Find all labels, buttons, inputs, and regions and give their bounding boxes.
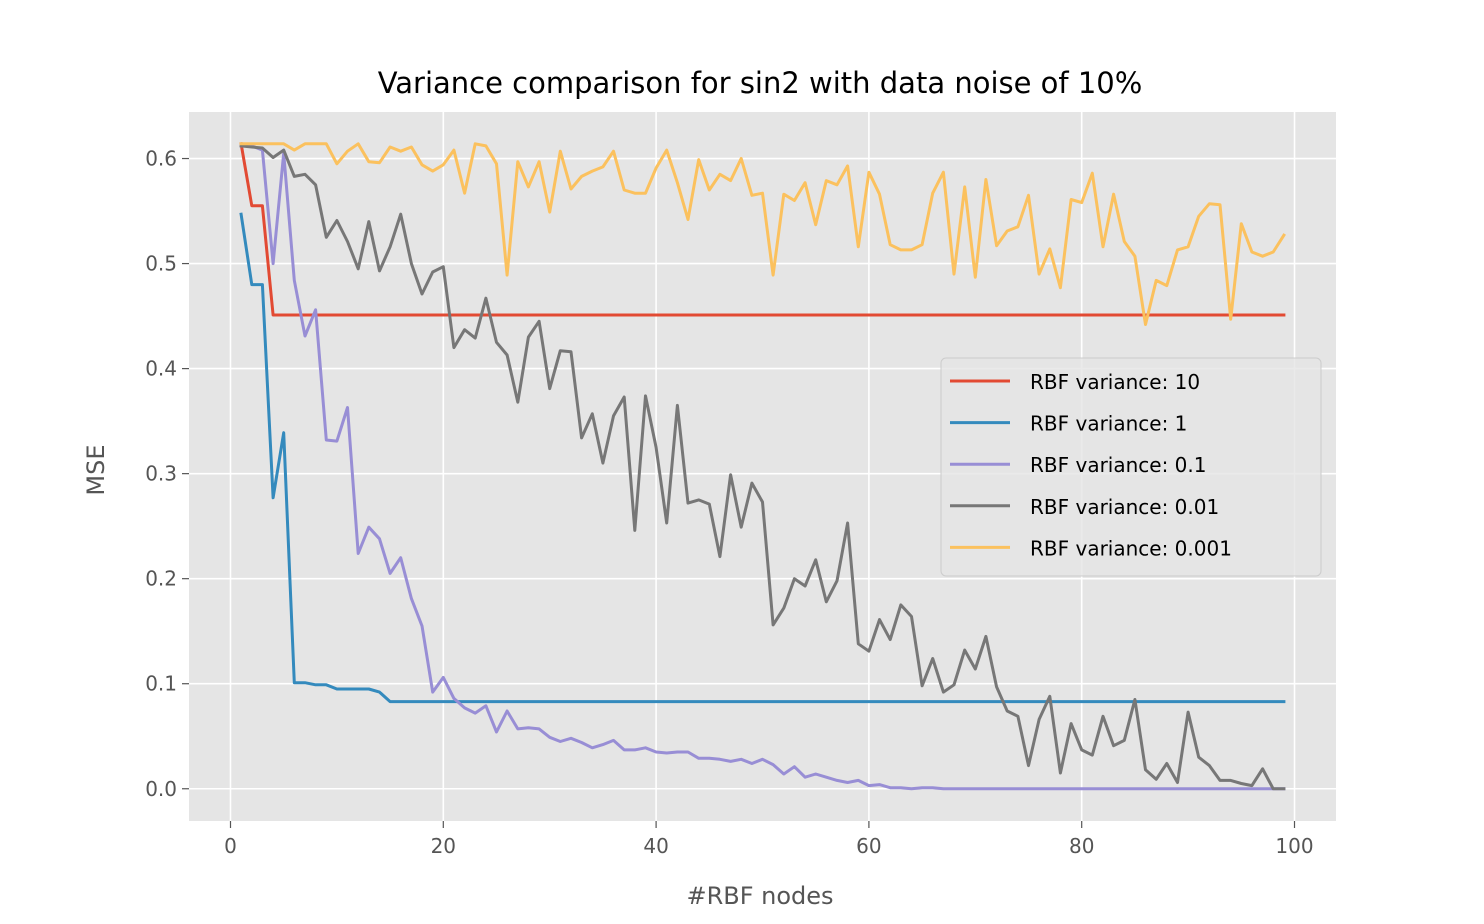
y-axis-ticks: 0.0 0.1 0.2 0.3 0.4 0.5 0.6 xyxy=(145,147,189,801)
y-tick-label: 0.2 xyxy=(145,567,177,591)
series-lines xyxy=(239,142,1286,791)
series-line-2 xyxy=(239,144,1286,791)
y-tick-label: 0.1 xyxy=(145,672,177,696)
x-tick-label: 0 xyxy=(224,834,237,858)
series-line-4 xyxy=(239,142,1286,326)
x-tick-label: 80 xyxy=(1069,834,1094,858)
x-axis-label: #RBF nodes xyxy=(686,882,833,910)
y-tick-label: 0.5 xyxy=(145,252,177,276)
x-tick-label: 100 xyxy=(1275,834,1313,858)
legend-label-1: RBF variance: 1 xyxy=(1030,412,1187,436)
legend-label-2: RBF variance: 0.1 xyxy=(1030,453,1206,477)
series-line-1 xyxy=(239,212,1286,704)
x-tick-label: 60 xyxy=(856,834,881,858)
legend-box xyxy=(940,357,1322,577)
legend-label-0: RBF variance: 10 xyxy=(1030,370,1200,394)
x-tick-label: 20 xyxy=(431,834,456,858)
y-axis-label: MSE xyxy=(82,444,110,495)
x-tick-label: 40 xyxy=(643,834,668,858)
y-tick-label: 0.0 xyxy=(145,777,177,801)
x-axis-ticks: 0 20 40 60 80 100 xyxy=(224,821,1314,858)
y-tick-label: 0.3 xyxy=(145,462,177,486)
series-line-0 xyxy=(239,142,1286,317)
legend-label-4: RBF variance: 0.001 xyxy=(1030,536,1232,560)
y-tick-label: 0.6 xyxy=(145,147,177,171)
chart-title: Variance comparison for sin2 with data n… xyxy=(378,66,1143,100)
series-line-3 xyxy=(239,144,1286,791)
y-tick-label: 0.4 xyxy=(145,357,177,381)
legend-label-3: RBF variance: 0.01 xyxy=(1030,495,1219,519)
legend: RBF variance: 10 RBF variance: 1 RBF varia… xyxy=(940,357,1322,577)
